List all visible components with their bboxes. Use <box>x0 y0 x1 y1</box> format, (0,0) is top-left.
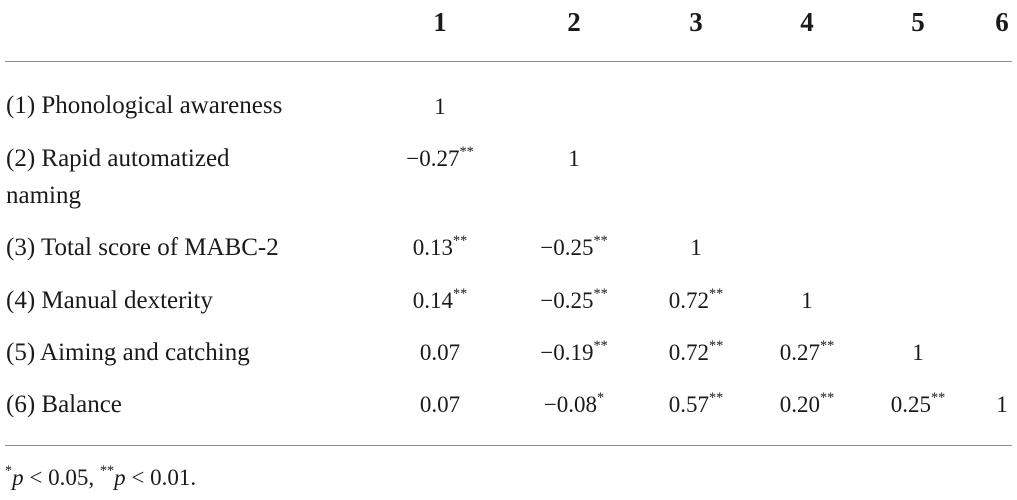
table-cell: 1 <box>912 340 924 365</box>
row-label-4: (4) Manual dexterity <box>6 287 213 314</box>
table-cell: −0.19** <box>540 337 608 365</box>
table-cell: 0.27** <box>779 337 835 365</box>
footnote-threshold-1: < 0.05, <box>23 465 100 490</box>
footnote-p-2: p <box>114 465 126 490</box>
row-label-1: (1) Phonological awareness <box>6 92 283 119</box>
row-label-3: (3) Total score of MABC-2 <box>6 234 279 261</box>
table-cell: −0.27** <box>406 143 474 171</box>
header-rule <box>5 61 1012 62</box>
column-header-1: 1 <box>433 7 447 37</box>
table-cell: 0.20** <box>779 389 835 417</box>
table-cell: 0.07 <box>419 340 461 365</box>
table-cell: 0.07 <box>419 392 461 417</box>
table-cell: 0.13** <box>412 232 468 260</box>
table-cell: 1 <box>690 235 702 260</box>
table-cell: 0.14** <box>412 285 468 313</box>
table-cell: 1 <box>568 146 580 171</box>
table-cell: 1 <box>434 94 446 119</box>
table-cell: 0.57** <box>668 389 724 417</box>
row-label-2: (2) Rapid automatized <box>6 145 230 172</box>
table-cell: −0.08* <box>543 389 605 417</box>
bottom-rule <box>5 445 1012 446</box>
footnote-threshold-2: < 0.01. <box>125 465 197 490</box>
table-cell: 1 <box>996 392 1008 417</box>
table-cell: 0.72** <box>668 285 724 313</box>
column-header-4: 4 <box>800 7 814 37</box>
column-header-3: 3 <box>689 7 703 37</box>
row-label-5: (5) Aiming and catching <box>6 339 250 366</box>
footnote: *p < 0.05, **p < 0.01. <box>5 462 197 490</box>
table-cell: −0.25** <box>540 285 608 313</box>
footnote-p-1: p <box>12 465 24 490</box>
column-header-5: 5 <box>911 7 925 37</box>
column-header-6: 6 <box>995 7 1009 37</box>
table-cell: 0.72** <box>668 337 724 365</box>
table-cell: −0.25** <box>540 232 608 260</box>
table-cell: 1 <box>801 288 813 313</box>
row-label-6: (6) Balance <box>6 391 122 418</box>
footnote-star-single: * <box>5 462 13 479</box>
footnote-star-double: ** <box>99 462 115 479</box>
row-label-2-cont: naming <box>6 182 81 209</box>
table-cell: 0.25** <box>890 389 946 417</box>
column-header-2: 2 <box>567 7 581 37</box>
